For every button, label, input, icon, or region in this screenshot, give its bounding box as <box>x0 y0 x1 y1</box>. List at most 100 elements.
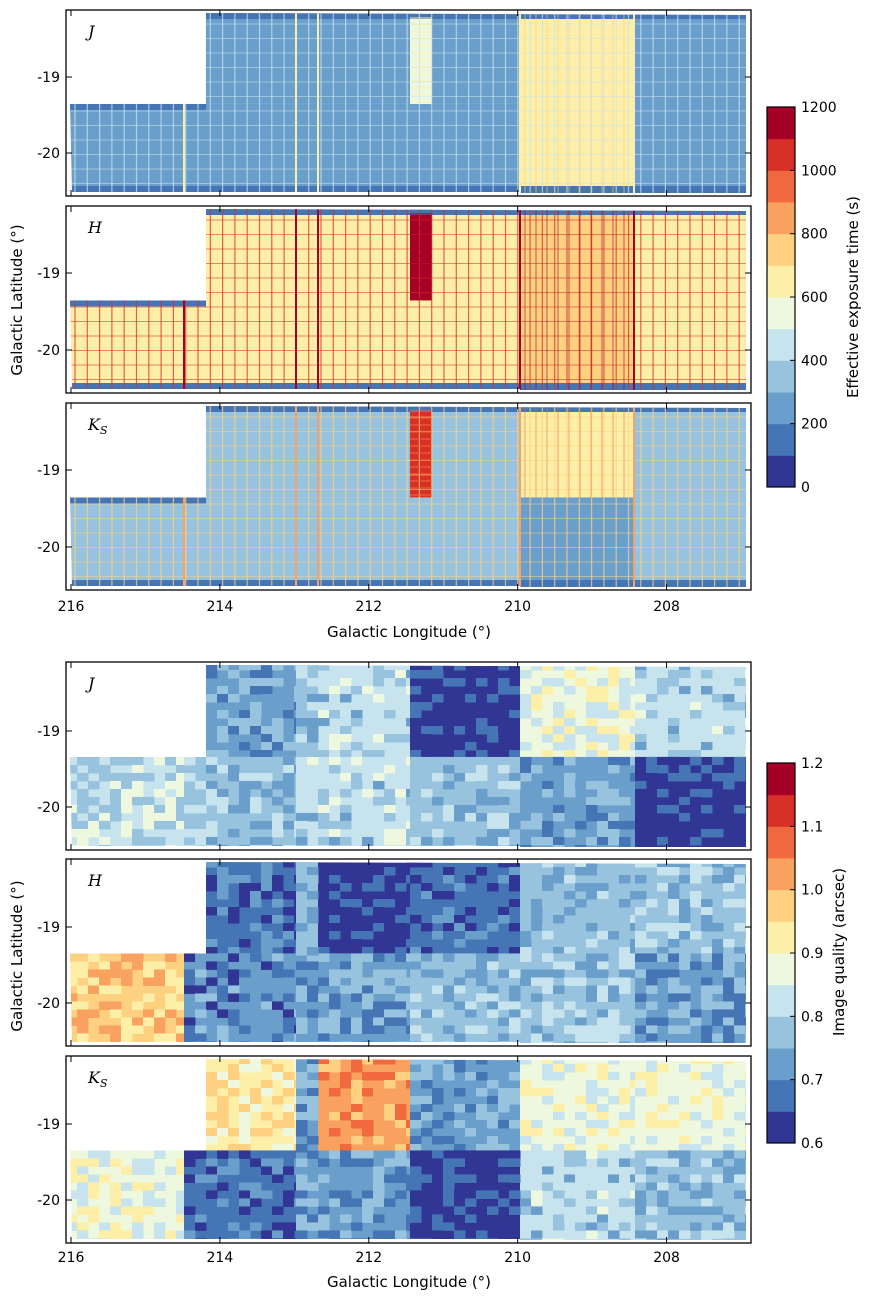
quality-panel-3-cell <box>77 1166 89 1175</box>
quality-panel-3-cell <box>261 1088 273 1097</box>
quality-panel-2-cell <box>373 875 385 884</box>
quality-panel-3-cell <box>553 1144 565 1153</box>
quality-panel-2-cell <box>421 969 433 978</box>
quality-panel-3-cell <box>679 1144 691 1153</box>
quality-panel-3-cell <box>432 1230 444 1239</box>
quality-panel-3-cell <box>318 1174 330 1183</box>
quality-panel-1-cell <box>296 836 308 846</box>
quality-panel-2-cell <box>329 923 341 932</box>
quality-panel-2-cell <box>553 961 565 970</box>
quality-panel-1-cell <box>646 702 658 711</box>
quality-panel-3-cell <box>184 1158 196 1167</box>
quality-panel-1-cell <box>250 710 262 719</box>
quality-panel-1-cell <box>586 742 598 751</box>
quality-panel-2-cell <box>384 969 396 978</box>
quality-panel-3-cell <box>564 1182 576 1191</box>
quality-panel-1-cell <box>410 812 422 822</box>
quality-panel-2-cell <box>597 993 609 1002</box>
quality-panel-1-cell <box>318 702 330 711</box>
quality-panel-1-cell <box>542 726 554 735</box>
quality-panel-1-cell <box>679 812 691 822</box>
quality-panel-1-cell <box>250 820 262 830</box>
quality-panel-1-cell <box>487 820 499 830</box>
quality-panel-1-cell <box>690 796 702 806</box>
quality-panel-3-cell <box>176 1166 188 1175</box>
quality-panel-3-cell <box>454 1144 466 1153</box>
quality-panel-3-cell <box>410 1072 422 1081</box>
quality-panel-1-cell <box>586 750 598 759</box>
quality-panel-3-cell <box>217 1080 229 1089</box>
quality-panel-1-cell <box>165 796 177 806</box>
exposure-colorbar-segment <box>767 138 795 171</box>
quality-panel-1-cell <box>476 726 488 735</box>
quality-panel-1-cell <box>597 710 609 719</box>
exposure-colorbar-label: Effective exposure time (s) <box>844 196 862 398</box>
quality-panel-2-cell <box>206 993 218 1002</box>
quality-panel-3-cell <box>597 1072 609 1081</box>
quality-panel-1-cell <box>531 694 543 703</box>
quality-panel-1-cell <box>619 796 631 806</box>
exposure-colorbar-segment <box>767 233 795 266</box>
quality-panel-1-cell <box>228 804 240 814</box>
quality-panel-3-cell <box>373 1182 385 1191</box>
quality-panel-2-cell <box>318 875 330 884</box>
quality-panel-2-cell <box>261 993 273 1002</box>
quality-panel-1-cell <box>261 678 273 687</box>
quality-panel-2-cell <box>646 939 658 948</box>
quality-panel-1-cell <box>668 726 680 735</box>
quality-panel-1-cell <box>421 812 433 822</box>
quality-panel-1-cell <box>77 796 89 806</box>
quality-panel-1-cell <box>77 836 89 846</box>
quality-panel-3-cell <box>329 1059 341 1065</box>
quality-panel-1-cell <box>296 812 308 822</box>
quality-panel-2-cell <box>307 961 319 970</box>
quality-panel-3-cell <box>340 1190 352 1199</box>
quality-panel-3-cell <box>99 1174 111 1183</box>
quality-panel-1-cell <box>476 694 488 703</box>
quality-panel-3-cell <box>487 1182 499 1191</box>
quality-panel-3-cell <box>250 1064 262 1073</box>
quality-panel-1-cell <box>206 686 218 695</box>
quality-panel-3-cell <box>296 1112 308 1121</box>
quality-panel-2-cell <box>340 1017 352 1026</box>
quality-panel-3-cell <box>143 1206 155 1215</box>
quality-panel-1-cell <box>395 788 407 798</box>
quality-panel-3-cell <box>228 1080 240 1089</box>
quality-panel-3-cell <box>384 1198 396 1207</box>
quality-panel-2-cell <box>542 891 554 900</box>
quality-panel-2-cell <box>283 1017 295 1026</box>
quality-panel-1-cell <box>410 686 422 695</box>
quality-panel-2-cell <box>410 993 422 1002</box>
quality-panel-2-cell <box>443 915 455 924</box>
quality-panel-3-cell <box>646 1112 658 1121</box>
quality-panel-1-cell <box>734 702 746 711</box>
quality-panel-3-cell <box>668 1120 680 1129</box>
quality-panel-3-cell <box>77 1206 89 1215</box>
quality-panel-1-cell <box>701 788 713 798</box>
quality-panel-1-cell <box>745 710 746 719</box>
quality-panel-2-cell <box>701 993 713 1002</box>
quality-panel-2-cell <box>553 875 565 884</box>
quality-panel-1-cell <box>701 670 713 679</box>
quality-panel-2-cell <box>184 1009 196 1018</box>
quality-panel-1-cell <box>597 726 609 735</box>
quality-panel-3-cell <box>553 1214 565 1223</box>
quality-panel-1-cell <box>384 734 396 743</box>
quality-panel-1-cell <box>679 742 691 751</box>
quality-panel-3-cell <box>217 1112 229 1121</box>
quality-panel-1-cell <box>283 756 295 766</box>
quality-panel-1-cell <box>395 820 407 830</box>
quality-panel-2-cell <box>542 977 554 986</box>
quality-panel-2-cell <box>745 1017 746 1026</box>
quality-panel-2-cell <box>679 923 691 932</box>
quality-panel-3-cell <box>723 1174 735 1183</box>
quality-panel-1-cell <box>690 812 702 822</box>
quality-panel-2-cell <box>465 1009 477 1018</box>
quality-panel-1-cell <box>206 780 218 790</box>
quality-panel-2-cell <box>635 993 647 1002</box>
quality-panel-2-cell <box>564 1001 576 1010</box>
quality-panel-2-cell <box>734 1001 746 1010</box>
quality-panel-3-cell <box>608 1222 620 1231</box>
quality-panel-1-cell <box>745 836 746 846</box>
quality-panel-3-cell <box>421 1144 433 1153</box>
